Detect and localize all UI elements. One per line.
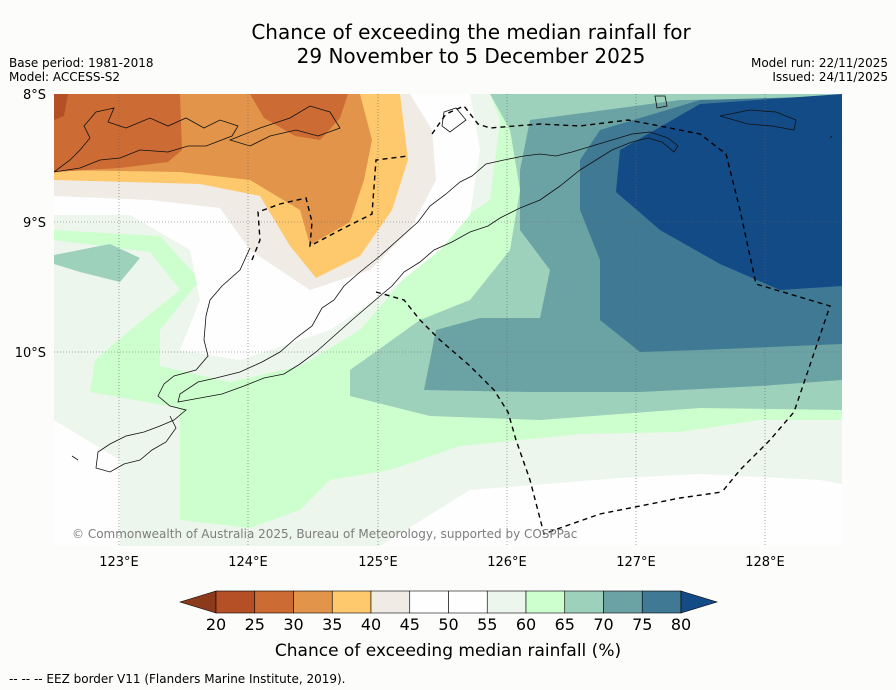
colorbar-tick-label: 60 (516, 615, 536, 634)
band-25-30-west (54, 94, 182, 172)
copyright-text: © Commonwealth of Australia 2025, Bureau… (72, 527, 577, 541)
colorbar-tick-label: 40 (361, 615, 381, 634)
rainfall-map: © Commonwealth of Australia 2025, Bureau… (54, 94, 842, 546)
graticule (54, 94, 842, 546)
colorbar-tick-label: 50 (438, 615, 458, 634)
colorbar-tick-label: 55 (477, 615, 497, 634)
colorbar-swatch (370, 590, 411, 614)
issued-date: Issued: 24/11/2025 (772, 70, 888, 84)
lat-label-8s: 8°S (23, 88, 46, 103)
colorbar-tick-label: 65 (555, 615, 575, 634)
band-80-plus (616, 94, 842, 290)
colorbar-swatch (564, 590, 604, 614)
model-name: Model: ACCESS-S2 (9, 70, 121, 84)
colorbar-swatch (603, 590, 643, 614)
band-50-55-sw (54, 420, 120, 546)
colorbar-swatch (331, 590, 372, 614)
model-run: Model run: 22/11/2025 (750, 56, 888, 70)
band-50-55-south (380, 474, 842, 546)
lon-label-125e: 125°E (358, 555, 398, 570)
footer-note: -- -- -- EEZ border V11 (Flanders Marine… (9, 672, 346, 686)
colorbar-extend-high (680, 590, 719, 614)
colorbar-tick-label: 45 (400, 615, 420, 634)
base-period: Base period: 1981-2018 (9, 56, 154, 70)
coastlines (54, 95, 833, 473)
map-title: Chance of exceeding the median rainfall … (0, 20, 896, 68)
colorbar-tick-label: 25 (245, 615, 265, 634)
colorbar-swatch (293, 590, 333, 614)
colorbar-swatch (409, 590, 449, 614)
colorbar-tick-label: 35 (322, 615, 342, 634)
title-line-2: 29 November to 5 December 2025 (296, 44, 646, 68)
colorbar-tick-label: 80 (671, 615, 691, 634)
lon-label-127e: 127°E (616, 555, 656, 570)
colorbar-tick-label: 75 (632, 615, 652, 634)
longitude-labels: 123°E 124°E 125°E 126°E 127°E 128°E (99, 555, 785, 570)
colorbar-tick-label: 70 (593, 615, 613, 634)
latitude-labels: 8°S 9°S 10°S (15, 88, 46, 361)
colorbar-label: Chance of exceeding median rainfall (%) (275, 641, 621, 661)
colorbar-extend-low (178, 590, 217, 614)
band-65-70-west (54, 244, 140, 282)
meta-right: Model run: 22/11/2025 Issued: 24/11/2025 (751, 56, 888, 84)
colorbar-swatch (641, 590, 682, 614)
colorbar-tick-label: 30 (283, 615, 303, 634)
colorbar-swatch (254, 590, 294, 614)
colorbar-swatch (486, 590, 527, 614)
meta-left: Base period: 1981-2018 Model: ACCESS-S2 (9, 56, 154, 84)
colorbar-tick-label: 20 (206, 615, 226, 634)
colorbar-swatch (525, 590, 566, 614)
lon-label-123e: 123°E (99, 555, 139, 570)
lon-label-126e: 126°E (487, 555, 527, 570)
lon-label-128e: 128°E (745, 555, 785, 570)
lat-label-10s: 10°S (15, 346, 46, 361)
colorbar-swatch (215, 590, 256, 614)
band-20-25 (54, 94, 68, 120)
colorbar-swatch (448, 590, 488, 614)
eez-border (251, 105, 831, 535)
lon-label-124e: 124°E (228, 555, 268, 570)
band-25-30-east (250, 94, 348, 140)
lat-label-9s: 9°S (23, 216, 46, 231)
title-line-1: Chance of exceeding the median rainfall … (251, 20, 691, 44)
colorbar: 20 25 30 35 40 45 50 55 60 65 70 75 80 (178, 590, 719, 634)
